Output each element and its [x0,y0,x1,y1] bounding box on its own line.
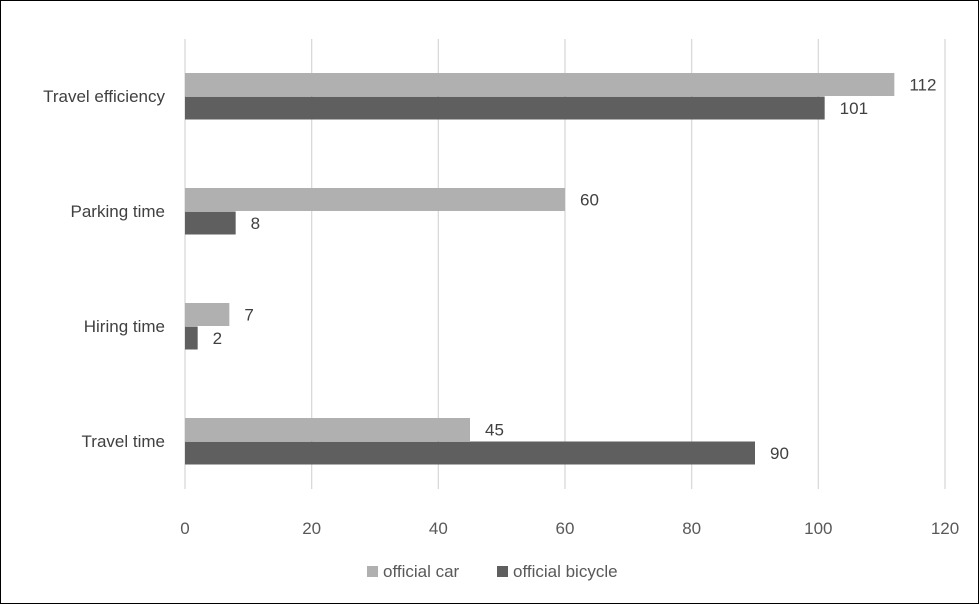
category-label-parking-time: Parking time [71,202,165,221]
bar-official-car-travel-efficiency [185,73,895,96]
data-label-official-car-travel-efficiency: 112 [909,76,936,95]
bar-official-car-hiring-time [185,303,230,326]
category-label-hiring-time: Hiring time [84,317,165,336]
legend-label-official-bicycle: official bicycle [513,562,618,581]
bar-official-bicycle-travel-time [185,441,755,465]
category-label-travel-efficiency: Travel efficiency [43,87,165,106]
data-label-official-bicycle-parking-time: 8 [251,214,260,233]
bar-official-car-parking-time [185,188,565,211]
legend-label-official-car: official car [383,562,460,581]
x-tick-label-20: 20 [302,519,321,538]
bar-official-bicycle-travel-efficiency [185,96,825,120]
x-tick-label-0: 0 [180,519,189,538]
data-label-official-bicycle-travel-time: 90 [770,444,789,463]
data-label-official-car-parking-time: 60 [580,191,599,210]
x-tick-labels-group: 0 20 40 60 80 100 120 [180,519,959,538]
x-tick-label-100: 100 [804,519,832,538]
x-tick-label-60: 60 [556,519,575,538]
legend-swatch-official-bicycle [497,566,508,577]
category-labels-group: Travel efficiency Parking time Hiring time… [43,87,165,451]
data-label-official-car-travel-time: 45 [485,421,504,440]
bar-official-car-travel-time [185,418,470,441]
bar-official-bicycle-hiring-time [185,326,198,350]
data-label-official-car-hiring-time: 7 [244,306,253,325]
x-tick-label-80: 80 [682,519,701,538]
data-label-official-bicycle-hiring-time: 2 [213,329,222,348]
bars-group [185,73,895,465]
bar-official-bicycle-parking-time [185,211,236,235]
data-label-official-bicycle-travel-efficiency: 101 [840,99,868,118]
legend-swatch-official-car [367,566,378,577]
category-label-travel-time: Travel time [82,432,165,451]
x-tick-label-40: 40 [429,519,448,538]
data-labels-group: 112 101 60 8 7 2 45 90 [213,76,937,464]
legend: official car official bicycle [367,562,618,581]
x-tick-label-120: 120 [931,519,959,538]
